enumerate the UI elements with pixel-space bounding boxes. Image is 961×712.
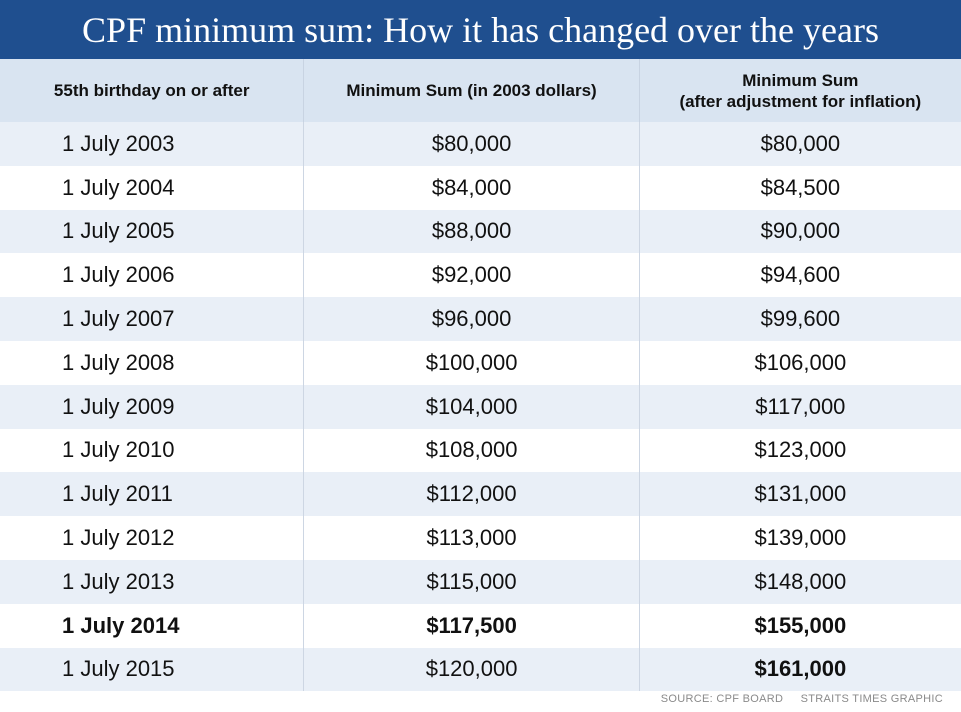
header-minimum-sum-2003: Minimum Sum (in 2003 dollars): [303, 59, 638, 122]
cell-minimum-sum-2003: $120,000: [303, 647, 638, 692]
table-row: 1 July 2007 $96,000 $99,600: [0, 297, 961, 341]
table-row: 1 July 2009 $104,000 $117,000: [0, 384, 961, 429]
table-row: 1 July 2006 $92,000 $94,600: [0, 253, 961, 298]
table-row: 1 July 2010 $108,000 $123,000: [0, 428, 961, 473]
header-minimum-sum-adjusted-line1: Minimum Sum: [742, 70, 859, 90]
cell-minimum-sum-2003: $84,000: [303, 165, 638, 210]
cell-date: 1 July 2004: [62, 174, 175, 200]
cell-date: 1 July 2003: [62, 130, 175, 156]
cell-date: 1 July 2005: [62, 218, 175, 244]
cell-minimum-sum-adjusted: $117,000: [638, 384, 961, 429]
cell-minimum-sum-adjusted: $123,000: [638, 428, 961, 473]
table-body: 1 July 2003 $80,000 $80,000 1 July 2004 $84,…: [0, 122, 961, 692]
cell-minimum-sum-2003: $104,000: [303, 384, 638, 429]
cell-minimum-sum-adjusted: $106,000: [638, 340, 961, 385]
table-row: 1 July 2015 $120,000 $161,000: [0, 647, 961, 692]
table-header: 55th birthday on or after Minimum Sum (i…: [0, 59, 961, 122]
cell-minimum-sum-2003: $115,000: [303, 559, 638, 604]
cell-minimum-sum-adjusted: $84,500: [638, 165, 961, 210]
header-minimum-sum-adjusted-line2: (after adjustment for inflation): [679, 91, 922, 111]
table-row: 1 July 2003 $80,000 $80,000: [0, 122, 961, 166]
header-minimum-sum-adjusted: Minimum Sum (after adjustment for inflat…: [638, 59, 961, 122]
cell-date: 1 July 2009: [62, 393, 175, 419]
source-note: SOURCE: CPF BOARD STRAITS TIMES GRAPHIC: [661, 693, 943, 705]
cell-minimum-sum-2003: $108,000: [303, 428, 638, 473]
cell-date: 1 July 2007: [62, 306, 175, 332]
cell-date: 1 July 2011: [62, 481, 173, 507]
cell-date: 1 July 2006: [62, 262, 175, 288]
table-row: 1 July 2012 $113,000 $139,000: [0, 516, 961, 560]
table-row: 1 July 2013 $115,000 $148,000: [0, 559, 961, 604]
cell-minimum-sum-2003: $113,000: [303, 516, 638, 560]
table-row: 1 July 2011 $112,000 $131,000: [0, 472, 961, 517]
cell-date: 1 July 2015: [62, 656, 175, 682]
cell-minimum-sum-adjusted: $139,000: [638, 516, 961, 560]
cell-minimum-sum-adjusted: $161,000: [638, 647, 961, 692]
cell-date: 1 July 2013: [62, 568, 175, 594]
cell-minimum-sum-adjusted: $90,000: [638, 209, 961, 254]
credit-label: STRAITS TIMES GRAPHIC: [800, 693, 943, 705]
source-label: SOURCE: CPF BOARD: [660, 693, 784, 705]
cell-date: 1 July 2010: [62, 437, 175, 463]
table-row: 1 July 2008 $100,000 $106,000: [0, 340, 961, 385]
table-row: 1 July 2004 $84,000 $84,500: [0, 165, 961, 210]
cell-minimum-sum-2003: $112,000: [303, 472, 638, 517]
cell-date: 1 July 2008: [62, 349, 175, 375]
cell-date: 1 July 2012: [62, 525, 175, 551]
cell-minimum-sum-2003: $117,500: [303, 603, 638, 648]
table-row: 1 July 2014 $117,500 $155,000: [0, 603, 961, 648]
cell-minimum-sum-adjusted: $148,000: [638, 559, 961, 604]
cell-minimum-sum-2003: $80,000: [303, 122, 638, 166]
cell-minimum-sum-adjusted: $94,600: [638, 253, 961, 298]
cell-minimum-sum-adjusted: $131,000: [638, 472, 961, 517]
cell-minimum-sum-2003: $100,000: [303, 340, 638, 385]
cell-minimum-sum-adjusted: $99,600: [638, 297, 961, 341]
cell-date: 1 July 2014: [62, 612, 180, 638]
cell-minimum-sum-2003: $96,000: [303, 297, 638, 341]
cell-minimum-sum-adjusted: $155,000: [638, 603, 961, 648]
cell-minimum-sum-2003: $88,000: [303, 209, 638, 254]
header-birthday: 55th birthday on or after: [53, 81, 250, 100]
cell-minimum-sum-adjusted: $80,000: [638, 122, 961, 166]
cell-minimum-sum-2003: $92,000: [303, 253, 638, 298]
table-row: 1 July 2005 $88,000 $90,000: [0, 209, 961, 254]
chart-title: CPF minimum sum: How it has changed over…: [0, 0, 961, 59]
